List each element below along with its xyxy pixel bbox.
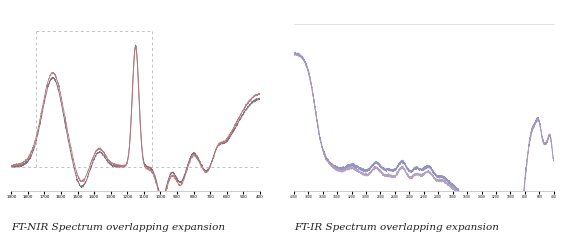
Text: FT-IR Spectrum overlapping expansion: FT-IR Spectrum overlapping expansion xyxy=(294,223,499,232)
Text: FT-NIR Spectrum overlapping expansion: FT-NIR Spectrum overlapping expansion xyxy=(11,223,225,232)
